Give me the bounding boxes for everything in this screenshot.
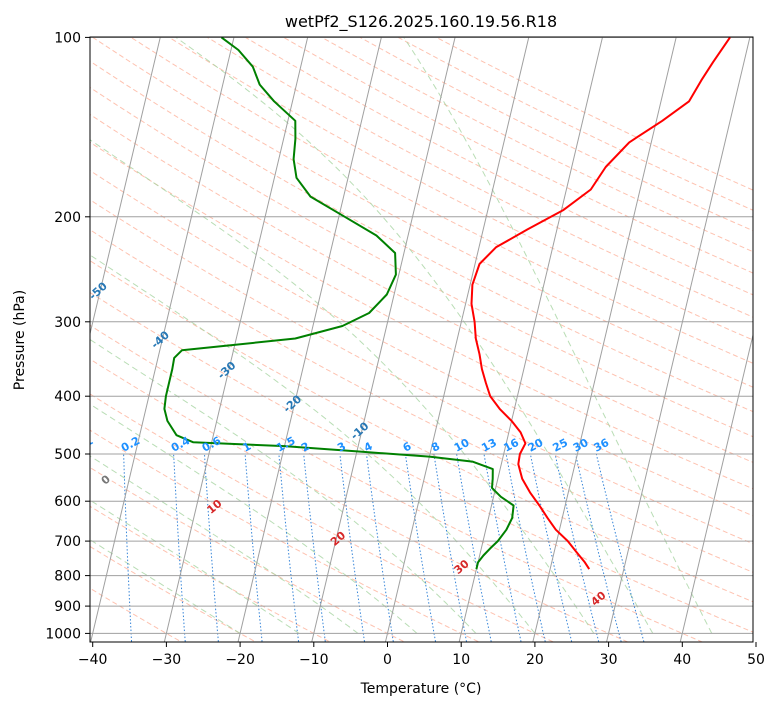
- moist-adiabat-line: [403, 37, 713, 634]
- y-tick-label: 400: [54, 389, 81, 405]
- isotherm-line: [163, 37, 309, 642]
- mixing-ratio-label: 0.1: [72, 434, 95, 455]
- y-tick-label: 300: [54, 315, 81, 331]
- y-tick-label: 200: [54, 210, 81, 226]
- x-tick-label: 10: [452, 652, 470, 668]
- mixing-ratio-label: 25: [550, 436, 570, 455]
- isotherm-line: [90, 37, 235, 642]
- mixing-ratio-label: 36: [592, 436, 612, 455]
- mixing-ratio-line: [554, 453, 600, 642]
- x-tick-label: 0: [383, 652, 392, 668]
- moist-adiabat-line: [90, 403, 418, 634]
- mixing-ratio-label: 30: [571, 436, 591, 455]
- y-axis-title: Pressure (hPa): [12, 290, 28, 390]
- moist-adiabat-line: [90, 455, 359, 634]
- dewpoint-profile-line: [163, 37, 515, 570]
- y-tick-label: 1000: [45, 626, 81, 642]
- dry-adiabat-line: [90, 141, 753, 490]
- mixing-ratio-label: 10: [452, 436, 472, 455]
- mixing-ratio-line: [173, 453, 186, 642]
- dry-adiabat-line: [207, 37, 753, 318]
- mixing-ratio-line: [204, 453, 219, 642]
- dry-adiabat-line: [90, 113, 753, 463]
- dry-adiabat-line: [90, 86, 753, 438]
- y-tick-label: 700: [54, 534, 81, 550]
- mixing-ratio-line: [303, 453, 326, 642]
- y-tick-label: 900: [54, 599, 81, 615]
- axes: −40 −30 −20 −10 0 10 20 30 40 50 100 200 300 400 500 60…: [45, 30, 765, 668]
- y-tick-label: 600: [54, 494, 81, 510]
- x-tick-label: −30: [152, 652, 182, 668]
- chart-title: wetPf2_S126.2025.160.19.56.R18: [285, 12, 557, 32]
- dry-adiabat-line: [90, 169, 753, 517]
- mixing-ratio-line: [366, 453, 394, 642]
- mixing-ratio-label: 13: [479, 436, 499, 455]
- x-tick-label: −40: [78, 652, 108, 668]
- mixing-ratio-line: [244, 453, 263, 642]
- isotherm-line: [532, 37, 677, 642]
- dry-adiabat-line: [245, 37, 753, 296]
- x-tick-label: 20: [526, 652, 544, 668]
- dry-adiabat-line: [90, 260, 753, 603]
- mixing-ratio-line: [339, 453, 366, 642]
- isotherm-line: [90, 37, 161, 336]
- dry-adiabat-line: [90, 291, 753, 633]
- mixing-ratio-label: 20: [526, 436, 546, 455]
- temperature-profile-line: [470, 37, 731, 570]
- isotherm-line: [237, 37, 382, 642]
- moist-adiabat-line: [90, 338, 477, 634]
- mixing-ratio-line: [483, 453, 522, 642]
- mixing-ratio-label: 16: [501, 436, 521, 455]
- x-tick-label: −10: [299, 652, 329, 668]
- dry-adiabat-line: [168, 37, 753, 341]
- mixing-ratio-line: [278, 453, 300, 642]
- mixing-ratio-line: [433, 453, 468, 642]
- mixing-ratio-line: [404, 453, 437, 642]
- moist-adiabat-line: [90, 139, 595, 634]
- mixing-ratio-line: [575, 453, 622, 642]
- moist-adiabat-line: [175, 37, 654, 634]
- dry-adiabat-line: [90, 199, 753, 545]
- isotherm-line: [311, 37, 456, 642]
- mixing-ratio-line: [595, 453, 645, 642]
- isotherm-line: [606, 37, 751, 642]
- moist-adiabat-line: [90, 254, 536, 634]
- x-axis-title: Temperature (°C): [360, 681, 482, 697]
- isotherm-line: [384, 37, 530, 642]
- isotherm-line: [458, 37, 604, 642]
- x-tick-label: 40: [673, 652, 691, 668]
- y-tick-label: 800: [54, 569, 81, 585]
- x-tick-label: 50: [747, 652, 765, 668]
- y-tick-label: 500: [54, 447, 81, 463]
- dry-adiabat-line: [90, 229, 753, 573]
- x-tick-label: 30: [600, 652, 618, 668]
- x-tick-label: −20: [225, 652, 255, 668]
- mixing-ratio-line: [505, 453, 546, 642]
- mixing-ratio-line: [529, 453, 573, 642]
- plot-frame: [89, 36, 754, 643]
- profile-lines: [163, 37, 731, 570]
- y-tick-label: 100: [54, 30, 81, 46]
